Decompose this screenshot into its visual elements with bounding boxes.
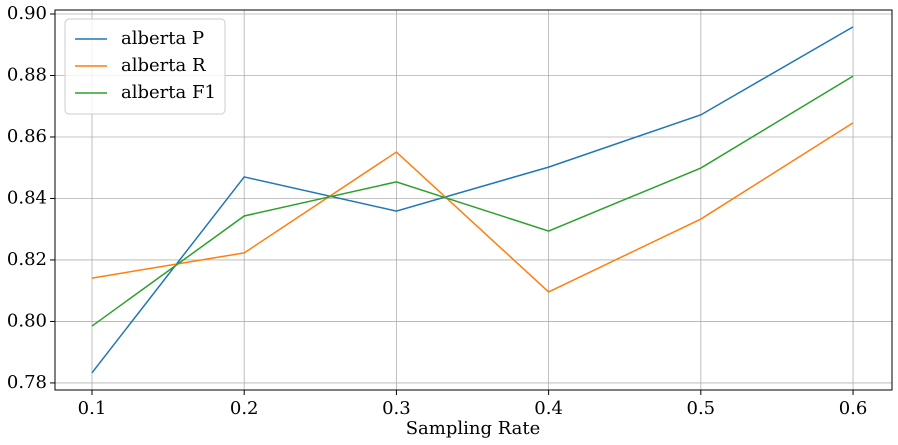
- x-tick-label: 0.3: [382, 398, 411, 419]
- legend-box: [64, 18, 226, 115]
- y-tick-label: 0.88: [7, 64, 47, 85]
- x-axis-label: Sampling Rate: [406, 418, 541, 439]
- legend: alberta P alberta R alberta F1: [64, 18, 226, 115]
- x-tick-label: 0.1: [78, 398, 107, 419]
- legend-label: alberta R: [121, 55, 206, 76]
- y-tick-label: 0.78: [7, 372, 47, 393]
- y-tick-label: 0.86: [7, 126, 47, 147]
- x-tick-label: 0.5: [687, 398, 716, 419]
- plot-frame: [54, 9, 893, 391]
- y-tick-label: 0.84: [7, 187, 47, 208]
- y-tick-label: 0.80: [7, 310, 47, 331]
- y-tick-label: 0.82: [7, 249, 47, 270]
- x-tick-label: 0.4: [534, 398, 563, 419]
- line-series: [91, 75, 854, 327]
- legend-label: alberta P: [121, 28, 204, 49]
- x-tick-label: 0.6: [839, 398, 868, 419]
- line-series: [91, 122, 854, 293]
- line-series: [91, 26, 854, 374]
- y-tick-label: 0.90: [7, 3, 47, 24]
- x-tick-label: 0.2: [230, 398, 259, 419]
- legend-label: alberta F1: [121, 82, 216, 103]
